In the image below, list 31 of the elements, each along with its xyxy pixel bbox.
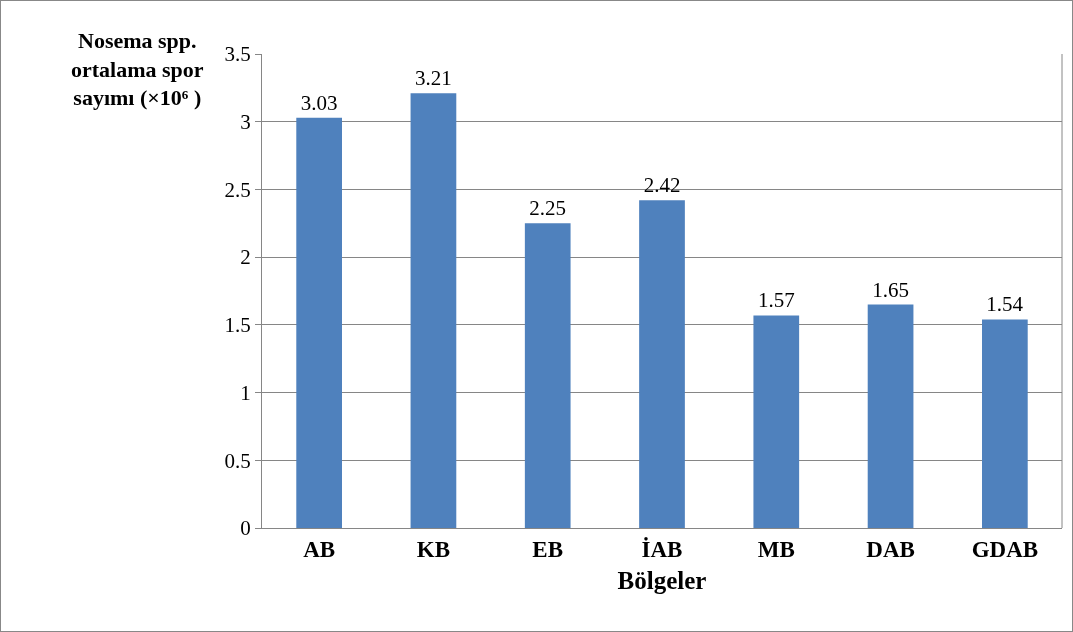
bar (410, 93, 457, 528)
x-tick-label: MB (757, 536, 795, 562)
x-tick-label: DAB (866, 536, 915, 562)
y-tick-label: 1 (240, 380, 251, 405)
x-tick-label: KB (416, 536, 451, 562)
bar (524, 223, 571, 528)
y-tick-label: 0.5 (224, 448, 251, 473)
y-tick-label: 3.5 (224, 42, 251, 67)
bar (867, 304, 914, 528)
bar (753, 315, 800, 528)
bar (982, 319, 1028, 528)
data-label: 2.25 (529, 196, 567, 221)
data-label: 3.21 (415, 66, 452, 91)
x-tick-label: GDAB (971, 536, 1039, 562)
data-label: 1.57 (757, 288, 795, 313)
y-tick-label: 3 (240, 110, 251, 135)
bar (639, 200, 685, 528)
x-tick-label: İAB (641, 536, 683, 562)
data-label: 1.65 (872, 277, 909, 302)
data-label: 1.54 (986, 292, 1024, 317)
x-axis-title: Bölgeler (617, 566, 707, 594)
x-tick-label: EB (532, 536, 564, 562)
y-tick-label: 1.5 (224, 313, 251, 338)
data-label: 2.42 (643, 173, 681, 198)
y-tick-label: 0 (240, 516, 251, 541)
bar (296, 117, 342, 528)
x-tick-label: AB (303, 536, 336, 562)
y-tick-label: 2 (240, 245, 251, 270)
y-tick-label: 2.5 (224, 177, 251, 202)
data-label: 3.03 (300, 90, 338, 115)
y-axis-title: Nosema spp. ortalama spor sayımı (×10⁶ ) (71, 28, 204, 111)
